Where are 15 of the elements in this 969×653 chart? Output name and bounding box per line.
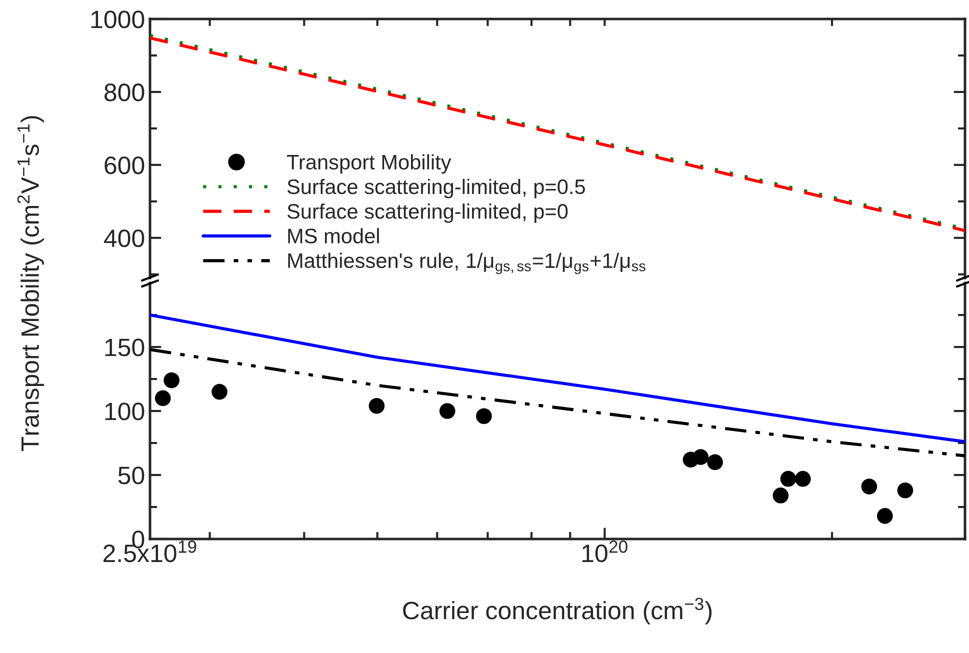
legend-label: MS model [288, 228, 379, 244]
y-tick-label: 400 [104, 229, 144, 248]
x-tick-label: 10$^{20}$ [582, 540, 628, 562]
y-tick-label: 50 [118, 466, 144, 484]
y-tick-label: 1000 [91, 10, 144, 28]
y-tick-label: 150 [105, 338, 144, 356]
legend-label: Surface scattering-limited, p=0 [287, 204, 568, 223]
y-tick-label: 600 [104, 156, 144, 174]
y-tick-label: 800 [104, 84, 144, 102]
y-tick-label: 100 [105, 402, 144, 420]
y-axis-title: Transport Mobility (cm$^{2}$V$^{−1}$s$^{−1}$) [17, 116, 44, 452]
legend-label: Matthiessen's rule, 1/μ$_{gs,ss}$=1/μ$_{gs}$+1/μ$_{ss}$ [288, 252, 646, 274]
legend-label: Transport Mobility [286, 154, 452, 174]
legend-label: Surface scattering-limited, p=0.5 [287, 178, 585, 198]
x-axis-title: Carrier concentration (cm$^{−3}$) [403, 598, 712, 624]
